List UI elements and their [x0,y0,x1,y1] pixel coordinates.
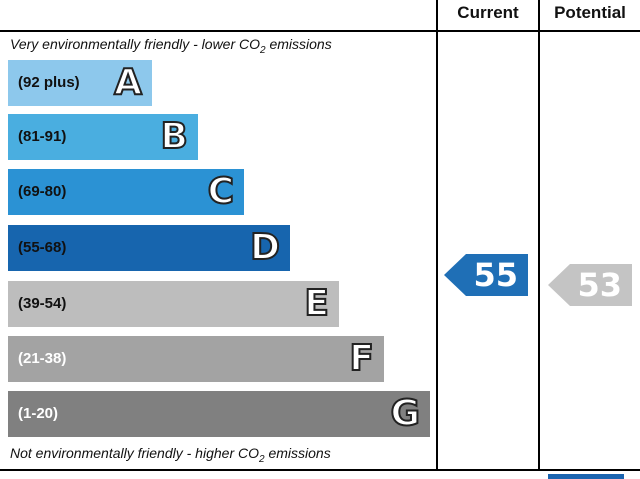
band-range-label: (1-20) [18,405,59,422]
band-a: (92 plus) A [8,60,152,106]
potential-rating-arrow: 53 [548,264,632,306]
band-letter: F [348,337,375,380]
band-range-label: (92 plus) [18,74,80,91]
bottom-caption-subscript: 2 [259,453,265,465]
band-letter: E [303,282,330,325]
potential-arrow-shape [548,264,632,306]
band-letter: C [207,170,235,213]
current-arrow-shape [444,254,528,296]
top-caption: Very environmentally friendly - lower CO… [10,36,332,56]
band-g: (1-20) G [8,391,430,437]
band-b: (81-91) B [8,114,198,160]
band-letter: A [113,61,143,104]
top-caption-subscript: 2 [260,44,266,56]
band-e: (39-54) E [8,281,339,327]
top-caption-o: O [249,36,261,52]
current-rating-arrow: 55 [444,254,528,296]
potential-header: Potential [554,3,626,22]
band-c: (69-80) C [8,169,244,215]
column-divider-left [436,0,438,471]
current-header: Current [457,3,519,22]
band-range-label: (21-38) [18,350,67,367]
potential-rating-value: 53 [577,266,622,304]
bottom-caption: Not environmentally friendly - higher CO… [10,445,331,465]
bottom-border [0,469,640,471]
bottom-caption-o: O [248,445,259,461]
band-range-label: (69-80) [18,183,67,200]
band-d: (55-68) D [8,225,290,271]
band-letter: D [249,226,281,269]
band-range-label: (39-54) [18,295,67,312]
band-range-label: (55-68) [18,239,67,256]
band-letter: B [160,115,189,158]
next-section-edge [548,474,624,479]
band-range-label: (81-91) [18,128,67,145]
current-rating-value: 55 [473,256,518,294]
top-caption-suffix: emissions [265,36,332,52]
top-caption-text: Very environmentally friendly - lower C [10,36,250,52]
header-divider [0,30,640,32]
column-divider-right [538,0,540,471]
bottom-caption-text: Not environmentally friendly - higher C [10,445,249,461]
band-f: (21-38) F [8,336,384,382]
band-letter: G [389,392,421,435]
bottom-caption-suffix: emissions [264,445,331,461]
